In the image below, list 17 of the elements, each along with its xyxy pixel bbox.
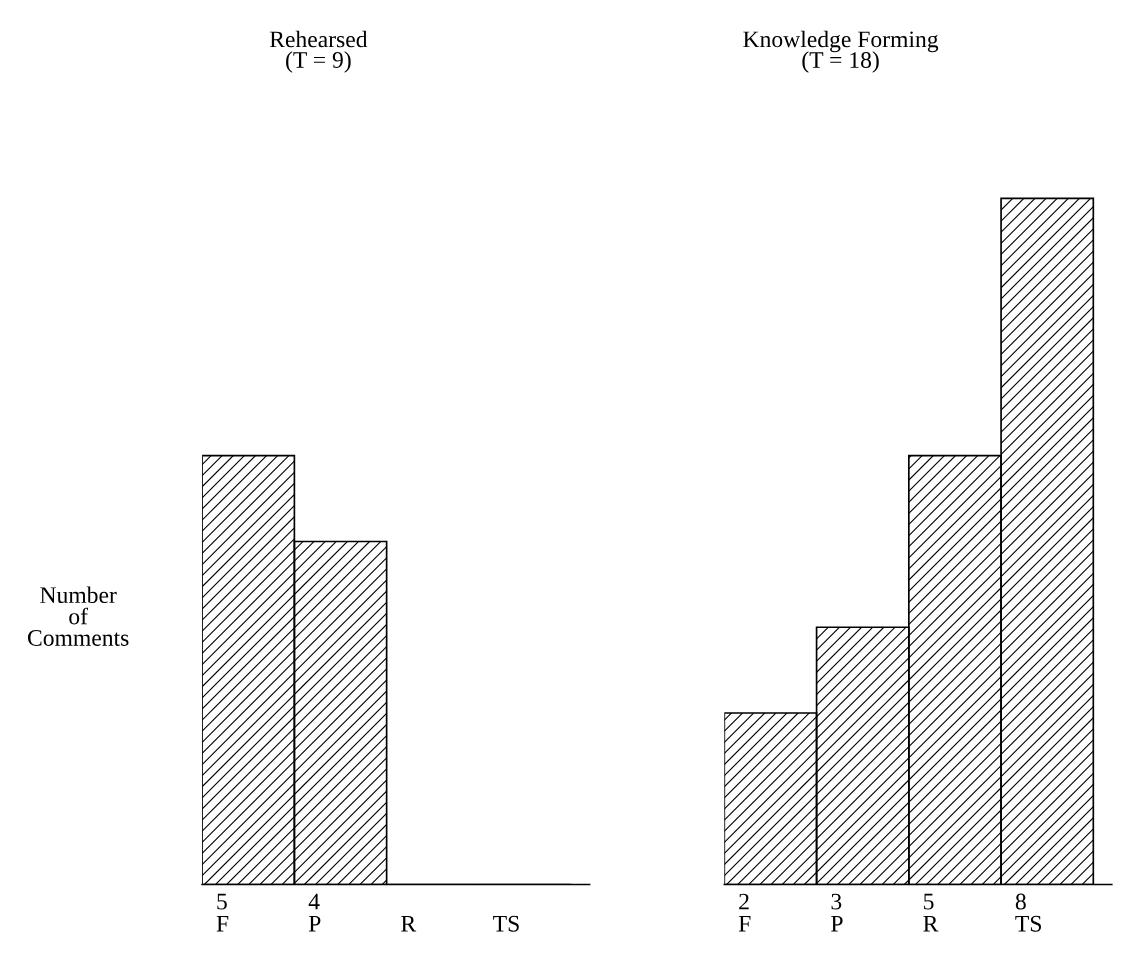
x-tick-label: P [308, 916, 321, 932]
x-tick-label: F [216, 916, 229, 932]
data-label: 5 [924, 893, 934, 910]
x-tick-label: TS [1015, 915, 1041, 932]
x-tick-label: R [401, 916, 417, 932]
data-label: 2 [739, 893, 749, 910]
data-label: 3 [831, 893, 842, 910]
data-label: 4 [308, 893, 320, 910]
data-label: 5 [217, 893, 227, 910]
chart-title: Knowledge Forming (T = 18) [743, 30, 939, 73]
y-axis-title: Number of Comments [27, 586, 129, 646]
data-label: 8 [1015, 893, 1026, 910]
x-tick-label: TS [493, 915, 519, 932]
x-tick-label: F [738, 916, 751, 932]
chart-title: Rehearsed (T = 9) [269, 30, 368, 73]
x-tick-label: P [831, 916, 843, 932]
x-tick-label: R [923, 916, 939, 932]
